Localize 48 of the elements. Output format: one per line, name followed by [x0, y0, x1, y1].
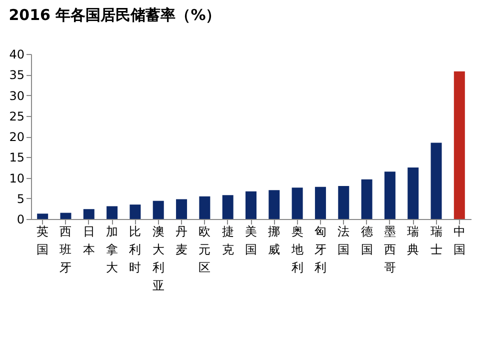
x-tick-label: 法国	[338, 224, 350, 256]
bar	[246, 191, 256, 219]
x-tick-label: 比利时	[129, 224, 142, 274]
y-tick-label: 5	[16, 192, 24, 206]
bar	[314, 186, 326, 219]
bar	[106, 206, 118, 219]
x-tick-label: 墨西哥	[384, 224, 396, 274]
bar	[430, 142, 442, 219]
bar	[454, 71, 465, 219]
x-tick-label: 美国	[245, 224, 257, 256]
y-tick-label: 35	[9, 68, 24, 82]
x-tick-label: 丹麦	[176, 224, 188, 256]
x-tick-label: 英国	[36, 224, 49, 256]
x-tick-label: 西班牙	[60, 224, 72, 274]
x-tick-label: 欧元区	[198, 224, 211, 274]
x-tick-label: 瑞典	[407, 224, 420, 256]
bar	[361, 179, 372, 219]
x-tick-label: 匈牙利	[314, 224, 326, 274]
y-tick-label: 20	[9, 130, 24, 144]
bar	[176, 199, 188, 219]
y-tick-label: 0	[16, 212, 24, 226]
x-tick-label: 奥地利	[290, 224, 304, 274]
bar	[338, 186, 350, 219]
x-tick-label: 挪威	[268, 224, 280, 256]
y-tick-label: 15	[9, 150, 24, 165]
bar	[152, 200, 164, 219]
bar	[60, 212, 72, 219]
x-tick-label: 加拿大	[106, 224, 118, 274]
bar	[130, 204, 141, 219]
x-tick-label: 中国	[453, 224, 466, 256]
bar	[384, 172, 396, 219]
y-tick-label: 40	[9, 48, 24, 62]
bar	[292, 188, 303, 219]
bar	[37, 214, 48, 219]
chart-title: 2016 年各国居民储蓄率（%）	[8, 6, 221, 24]
bar	[83, 209, 94, 219]
y-tick-label: 25	[9, 109, 24, 124]
bar	[222, 195, 234, 219]
bar	[199, 196, 210, 219]
x-tick-label: 瑞士	[430, 224, 442, 256]
x-tick-label: 德国	[360, 224, 373, 256]
x-tick-label: 澳大利亚	[152, 224, 164, 292]
y-tick-label: 10	[9, 171, 24, 186]
bar	[268, 190, 280, 219]
x-tick-label: 日本	[82, 224, 95, 256]
x-tick-label: 捷克	[222, 224, 234, 256]
y-tick-label: 30	[9, 88, 24, 103]
bar	[408, 167, 419, 219]
